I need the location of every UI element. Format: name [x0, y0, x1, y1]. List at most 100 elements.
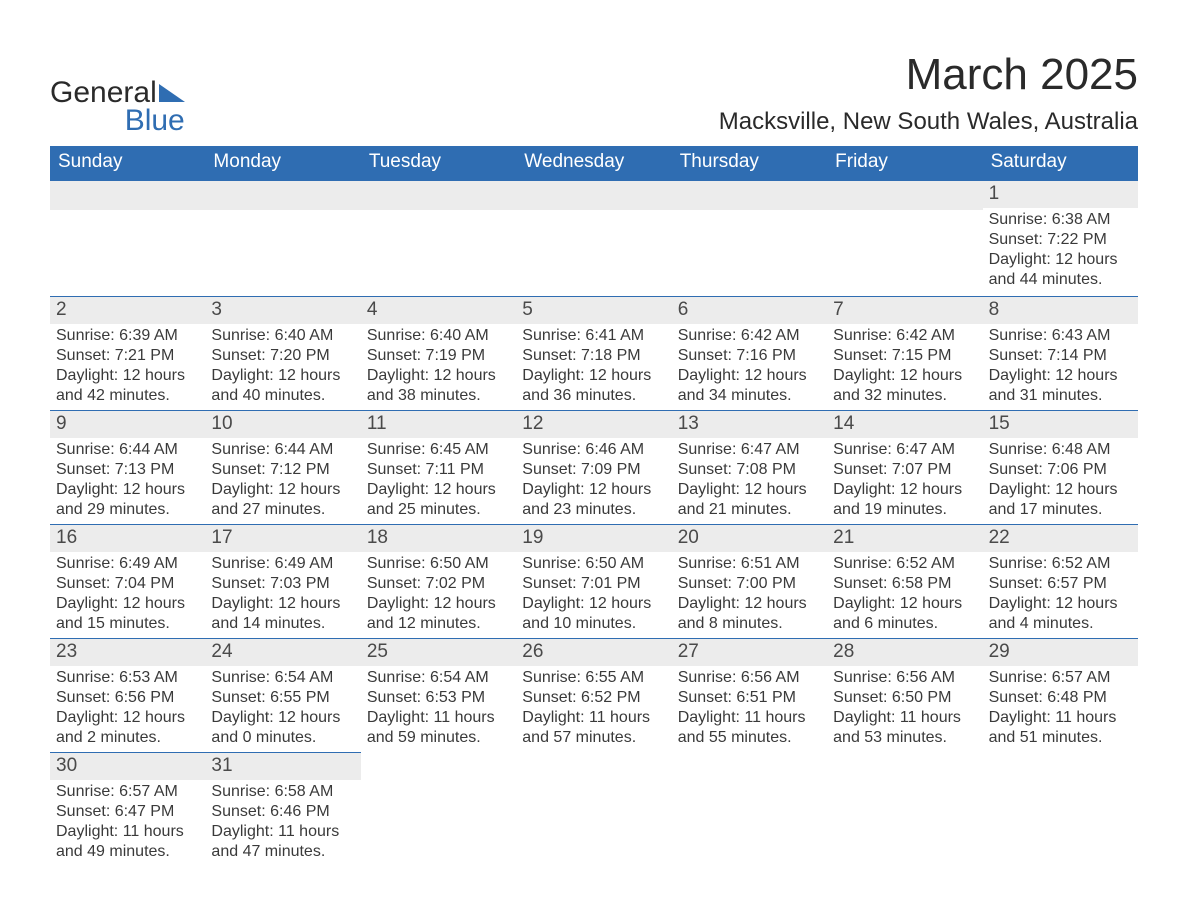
- daylight-line: Daylight: 11 hours and 55 minutes.: [678, 708, 821, 748]
- sunrise-line: Sunrise: 6:40 AM: [367, 326, 510, 346]
- daylight-line: Daylight: 12 hours and 42 minutes.: [56, 366, 199, 406]
- day-details: Sunrise: 6:47 AMSunset: 7:08 PMDaylight:…: [672, 438, 827, 524]
- day-number: 4: [361, 297, 516, 324]
- calendar-cell: 26Sunrise: 6:55 AMSunset: 6:52 PMDayligh…: [516, 638, 671, 752]
- sunrise-line: Sunrise: 6:51 AM: [678, 554, 821, 574]
- daylight-line: Daylight: 12 hours and 44 minutes.: [989, 250, 1132, 290]
- calendar-cell: 25Sunrise: 6:54 AMSunset: 6:53 PMDayligh…: [361, 638, 516, 752]
- sunset-line: Sunset: 7:16 PM: [678, 346, 821, 366]
- sunrise-line: Sunrise: 6:56 AM: [833, 668, 976, 688]
- daylight-line: Daylight: 12 hours and 10 minutes.: [522, 594, 665, 634]
- daylight-line: Daylight: 12 hours and 0 minutes.: [211, 708, 354, 748]
- calendar-cell: 1Sunrise: 6:38 AMSunset: 7:22 PMDaylight…: [983, 180, 1138, 296]
- day-details: Sunrise: 6:53 AMSunset: 6:56 PMDaylight:…: [50, 666, 205, 752]
- sunset-line: Sunset: 7:12 PM: [211, 460, 354, 480]
- day-number: 9: [50, 411, 205, 438]
- day-number: 29: [983, 639, 1138, 666]
- brand-logo: General Blue: [50, 50, 185, 138]
- sunrise-line: Sunrise: 6:42 AM: [833, 326, 976, 346]
- day-details: Sunrise: 6:40 AMSunset: 7:20 PMDaylight:…: [205, 324, 360, 410]
- sunrise-line: Sunrise: 6:50 AM: [522, 554, 665, 574]
- sunrise-line: Sunrise: 6:56 AM: [678, 668, 821, 688]
- day-number: 20: [672, 525, 827, 552]
- calendar-cell-empty: [672, 180, 827, 296]
- calendar-cell: 18Sunrise: 6:50 AMSunset: 7:02 PMDayligh…: [361, 524, 516, 638]
- day-details: Sunrise: 6:56 AMSunset: 6:50 PMDaylight:…: [827, 666, 982, 752]
- sunset-line: Sunset: 7:14 PM: [989, 346, 1132, 366]
- calendar-cell: 9Sunrise: 6:44 AMSunset: 7:13 PMDaylight…: [50, 410, 205, 524]
- day-details: Sunrise: 6:44 AMSunset: 7:12 PMDaylight:…: [205, 438, 360, 524]
- calendar-cell: 6Sunrise: 6:42 AMSunset: 7:16 PMDaylight…: [672, 296, 827, 410]
- daylight-line: Daylight: 12 hours and 34 minutes.: [678, 366, 821, 406]
- daylight-line: Daylight: 12 hours and 21 minutes.: [678, 480, 821, 520]
- day-details: Sunrise: 6:51 AMSunset: 7:00 PMDaylight:…: [672, 552, 827, 638]
- daylight-line: Daylight: 11 hours and 51 minutes.: [989, 708, 1132, 748]
- location: Macksville, New South Wales, Australia: [719, 108, 1138, 136]
- sunrise-line: Sunrise: 6:54 AM: [367, 668, 510, 688]
- sunset-line: Sunset: 6:50 PM: [833, 688, 976, 708]
- sunrise-line: Sunrise: 6:52 AM: [989, 554, 1132, 574]
- day-details: Sunrise: 6:57 AMSunset: 6:48 PMDaylight:…: [983, 666, 1138, 752]
- day-details: Sunrise: 6:46 AMSunset: 7:09 PMDaylight:…: [516, 438, 671, 524]
- daylight-line: Daylight: 11 hours and 59 minutes.: [367, 708, 510, 748]
- calendar-cell: 20Sunrise: 6:51 AMSunset: 7:00 PMDayligh…: [672, 524, 827, 638]
- sunset-line: Sunset: 7:06 PM: [989, 460, 1132, 480]
- calendar-cell-empty: [50, 180, 205, 296]
- sunrise-line: Sunrise: 6:45 AM: [367, 440, 510, 460]
- day-details: Sunrise: 6:58 AMSunset: 6:46 PMDaylight:…: [205, 780, 360, 866]
- calendar-cell: 12Sunrise: 6:46 AMSunset: 7:09 PMDayligh…: [516, 410, 671, 524]
- day-details: Sunrise: 6:57 AMSunset: 6:47 PMDaylight:…: [50, 780, 205, 866]
- calendar-cell: 13Sunrise: 6:47 AMSunset: 7:08 PMDayligh…: [672, 410, 827, 524]
- sunrise-line: Sunrise: 6:43 AM: [989, 326, 1132, 346]
- sunrise-line: Sunrise: 6:54 AM: [211, 668, 354, 688]
- calendar-cell: 29Sunrise: 6:57 AMSunset: 6:48 PMDayligh…: [983, 638, 1138, 752]
- header: General Blue March 2025 Macksville, New …: [50, 50, 1138, 142]
- day-number: 22: [983, 525, 1138, 552]
- sunrise-line: Sunrise: 6:44 AM: [56, 440, 199, 460]
- daylight-line: Daylight: 12 hours and 17 minutes.: [989, 480, 1132, 520]
- sunrise-line: Sunrise: 6:50 AM: [367, 554, 510, 574]
- day-details: Sunrise: 6:50 AMSunset: 7:02 PMDaylight:…: [361, 552, 516, 638]
- sunset-line: Sunset: 7:09 PM: [522, 460, 665, 480]
- day-details: Sunrise: 6:48 AMSunset: 7:06 PMDaylight:…: [983, 438, 1138, 524]
- daylight-line: Daylight: 12 hours and 12 minutes.: [367, 594, 510, 634]
- calendar-cell: 16Sunrise: 6:49 AMSunset: 7:04 PMDayligh…: [50, 524, 205, 638]
- sunrise-line: Sunrise: 6:41 AM: [522, 326, 665, 346]
- calendar-cell: 7Sunrise: 6:42 AMSunset: 7:15 PMDaylight…: [827, 296, 982, 410]
- calendar-cell: 17Sunrise: 6:49 AMSunset: 7:03 PMDayligh…: [205, 524, 360, 638]
- calendar-cell: 15Sunrise: 6:48 AMSunset: 7:06 PMDayligh…: [983, 410, 1138, 524]
- day-number: 16: [50, 525, 205, 552]
- day-of-week-header: Wednesday: [516, 146, 671, 180]
- sunset-line: Sunset: 7:18 PM: [522, 346, 665, 366]
- day-number: 26: [516, 639, 671, 666]
- day-details: Sunrise: 6:43 AMSunset: 7:14 PMDaylight:…: [983, 324, 1138, 410]
- day-number: 24: [205, 639, 360, 666]
- calendar-cell-empty: [361, 180, 516, 296]
- day-number: 28: [827, 639, 982, 666]
- day-number: 11: [361, 411, 516, 438]
- day-details: Sunrise: 6:40 AMSunset: 7:19 PMDaylight:…: [361, 324, 516, 410]
- day-details: Sunrise: 6:50 AMSunset: 7:01 PMDaylight:…: [516, 552, 671, 638]
- daylight-line: Daylight: 11 hours and 57 minutes.: [522, 708, 665, 748]
- sunset-line: Sunset: 7:08 PM: [678, 460, 821, 480]
- sunset-line: Sunset: 7:04 PM: [56, 574, 199, 594]
- day-of-week-header: Sunday: [50, 146, 205, 180]
- day-number: 8: [983, 297, 1138, 324]
- daylight-line: Daylight: 12 hours and 38 minutes.: [367, 366, 510, 406]
- daylight-line: Daylight: 12 hours and 23 minutes.: [522, 480, 665, 520]
- day-number: 19: [516, 525, 671, 552]
- sunrise-line: Sunrise: 6:53 AM: [56, 668, 199, 688]
- daylight-line: Daylight: 12 hours and 14 minutes.: [211, 594, 354, 634]
- brand-name-2: Blue: [125, 104, 185, 138]
- sunrise-line: Sunrise: 6:47 AM: [833, 440, 976, 460]
- calendar-cell: 3Sunrise: 6:40 AMSunset: 7:20 PMDaylight…: [205, 296, 360, 410]
- sunset-line: Sunset: 6:56 PM: [56, 688, 199, 708]
- sunset-line: Sunset: 7:03 PM: [211, 574, 354, 594]
- day-number: 10: [205, 411, 360, 438]
- calendar-cell-empty: [205, 180, 360, 296]
- sunset-line: Sunset: 7:00 PM: [678, 574, 821, 594]
- day-number: 12: [516, 411, 671, 438]
- calendar-cell: 4Sunrise: 6:40 AMSunset: 7:19 PMDaylight…: [361, 296, 516, 410]
- sunrise-line: Sunrise: 6:40 AM: [211, 326, 354, 346]
- daylight-line: Daylight: 12 hours and 19 minutes.: [833, 480, 976, 520]
